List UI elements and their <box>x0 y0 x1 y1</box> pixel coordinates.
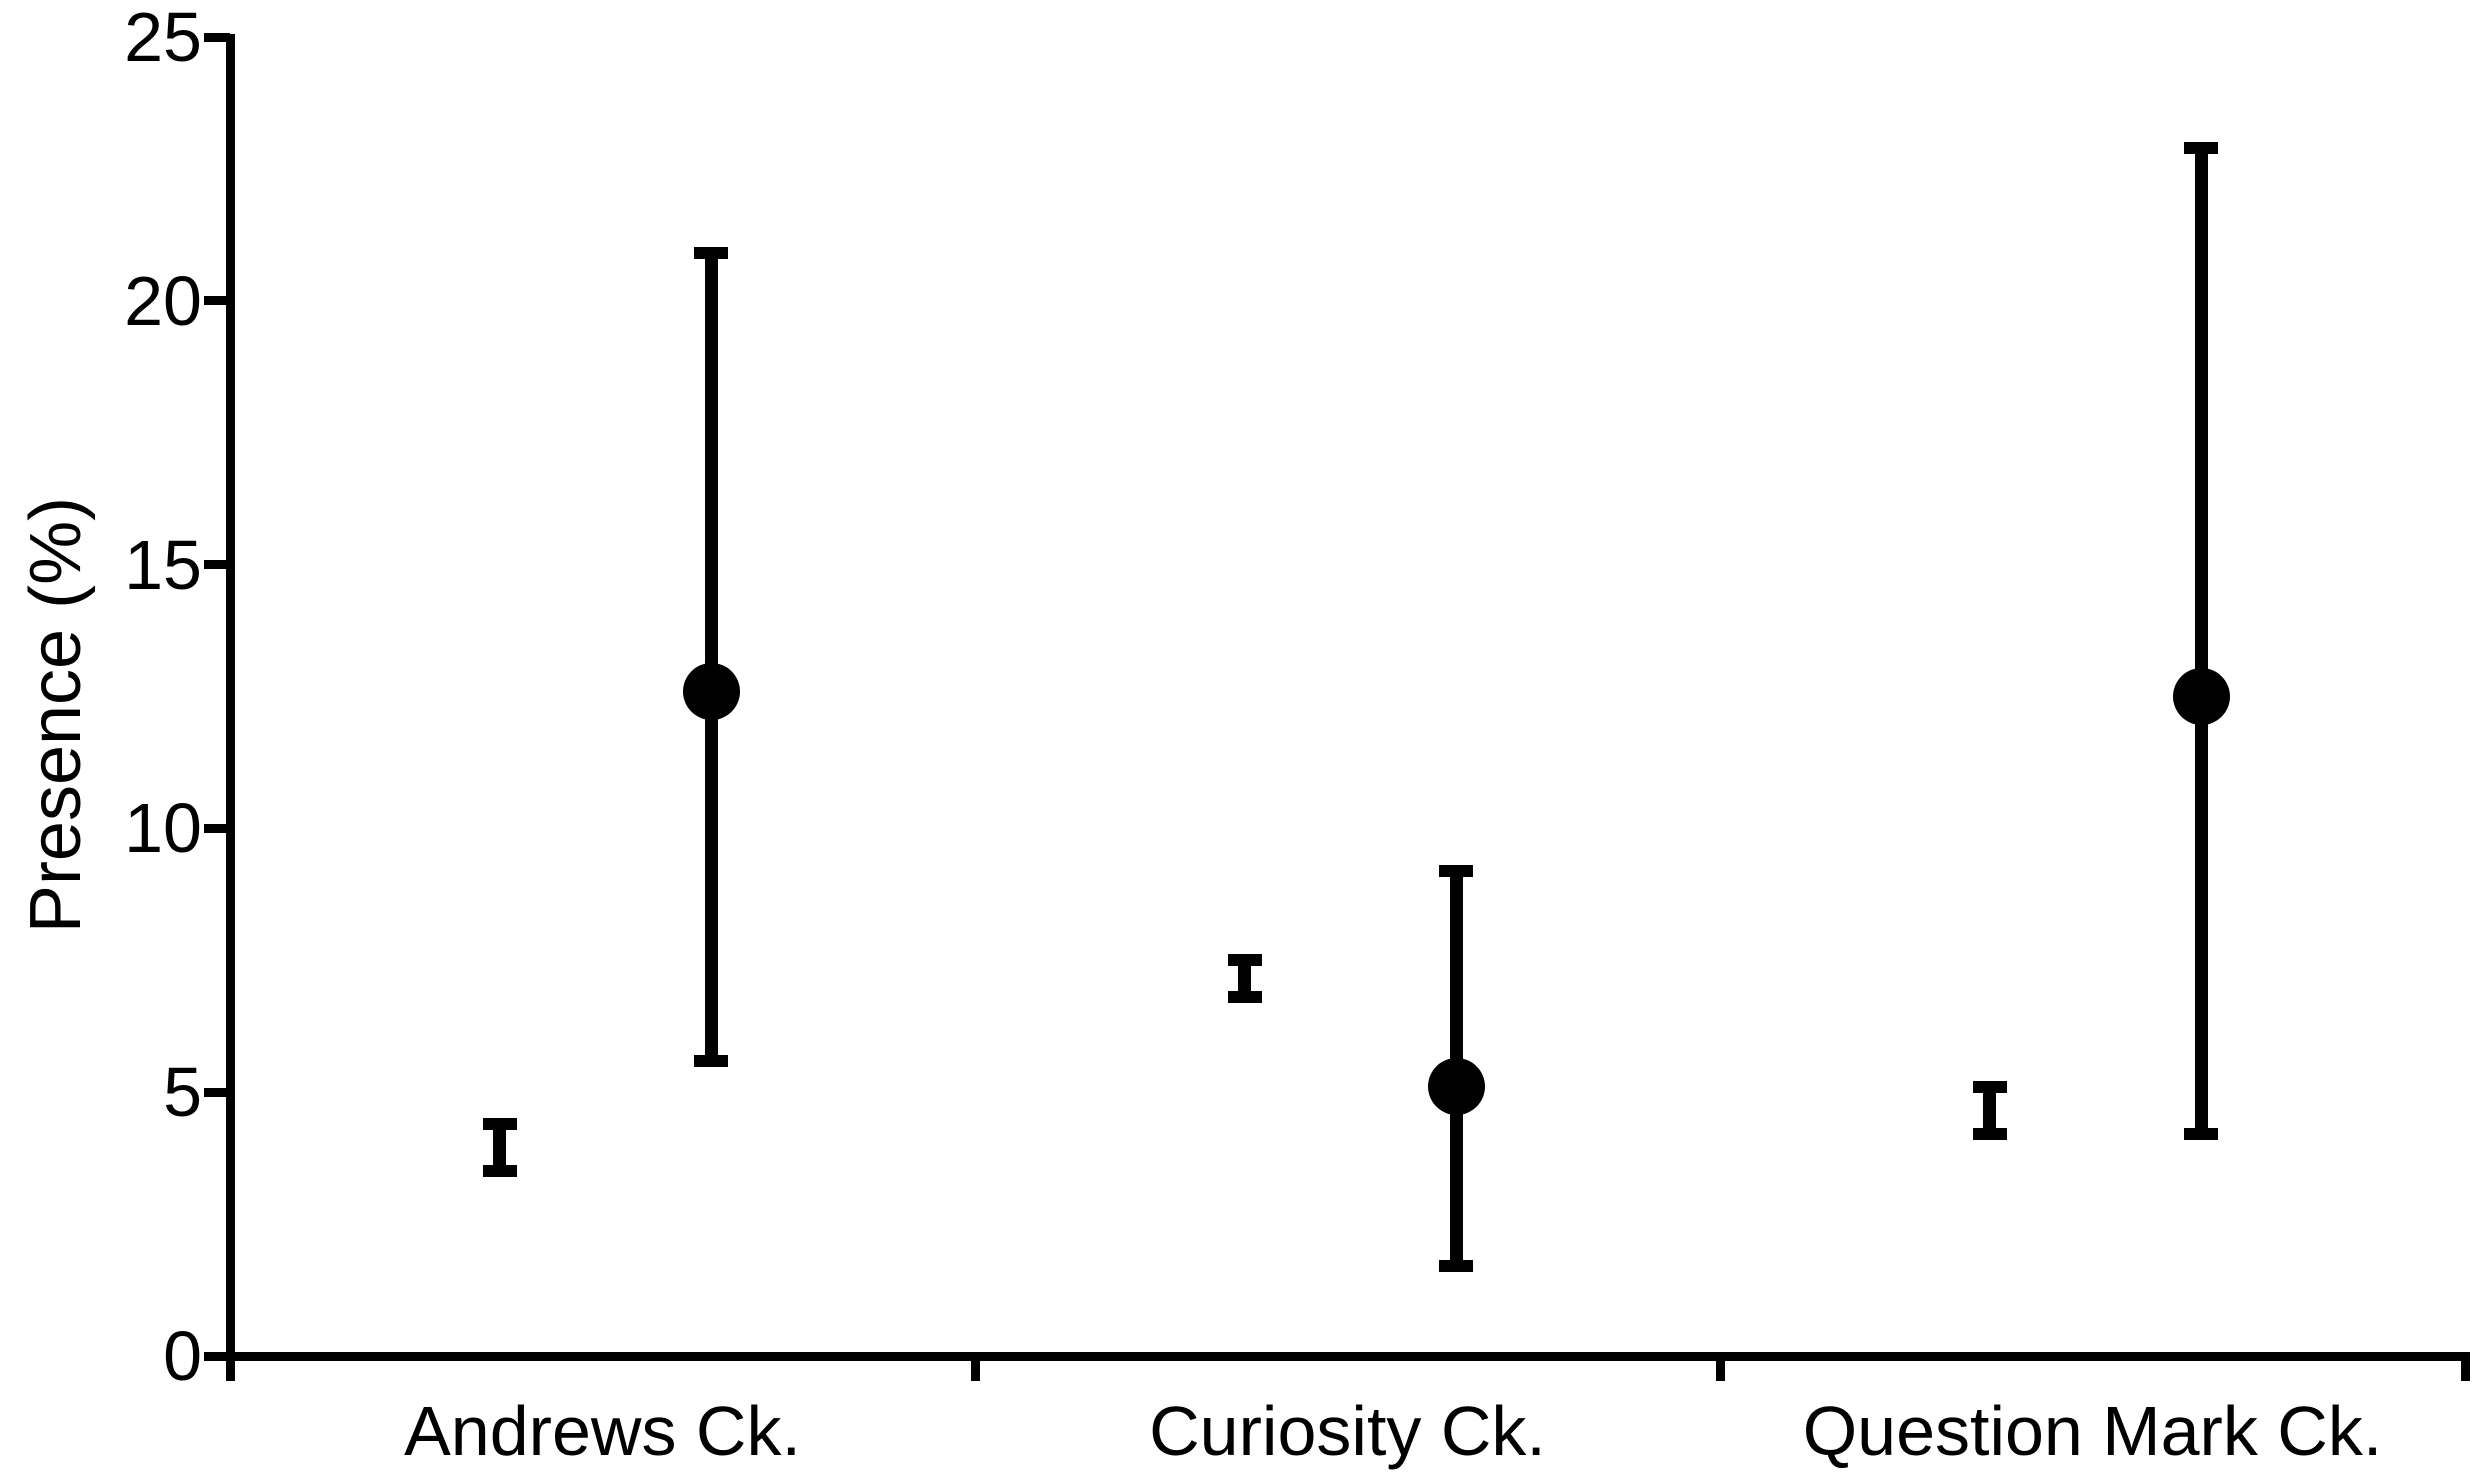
error-bar-cap-top <box>694 247 729 260</box>
error-bar-cap-bottom <box>2184 1128 2219 1141</box>
category-label: Curiosity Ck. <box>1149 1392 1546 1470</box>
y-tick-label: 10 <box>124 789 202 868</box>
error-bar-cap-top <box>1227 954 1262 967</box>
category-label: Question Mark Ck. <box>1802 1392 2383 1470</box>
y-tick <box>204 296 230 306</box>
y-tick-label: 5 <box>163 1053 202 1132</box>
error-bar-cap-bottom <box>1439 1260 1474 1273</box>
error-bar-cap-top <box>482 1117 517 1130</box>
y-tick <box>204 32 230 42</box>
data-point-dot <box>2172 668 2230 725</box>
category-label: Andrews Ck. <box>404 1392 801 1470</box>
y-tick-label: 15 <box>124 525 202 604</box>
error-bar-cap-bottom <box>1972 1128 2007 1141</box>
error-bar-line <box>1983 1086 1997 1135</box>
y-tick <box>204 1087 230 1097</box>
x-axis-line <box>226 1352 2470 1361</box>
category-boundary-tick <box>970 1356 980 1381</box>
error-bar-line <box>1238 960 1252 998</box>
error-bar-cap-bottom <box>694 1054 729 1067</box>
y-tick <box>204 1351 230 1361</box>
data-point-dot <box>1427 1058 1485 1116</box>
y-tick-label: 0 <box>163 1317 202 1395</box>
y-tick <box>204 823 230 833</box>
category-boundary-tick <box>225 1356 235 1381</box>
y-tick-label: 20 <box>124 261 202 340</box>
error-bar-cap-bottom <box>482 1165 517 1178</box>
error-bar-line <box>704 253 718 1061</box>
data-point-dot <box>682 662 740 720</box>
error-bar-line <box>493 1123 507 1172</box>
category-boundary-tick <box>1715 1356 1725 1381</box>
error-bar-cap-top <box>1439 864 1474 877</box>
error-bar-cap-top <box>1972 1080 2007 1093</box>
category-boundary-tick <box>2460 1356 2470 1381</box>
error-bar-cap-bottom <box>1227 991 1262 1004</box>
error-bar-cap-top <box>2184 141 2219 154</box>
y-tick <box>204 560 230 570</box>
error-bar-line <box>2194 147 2208 1135</box>
y-tick-label: 25 <box>124 0 202 76</box>
y-axis-line <box>226 34 235 1377</box>
